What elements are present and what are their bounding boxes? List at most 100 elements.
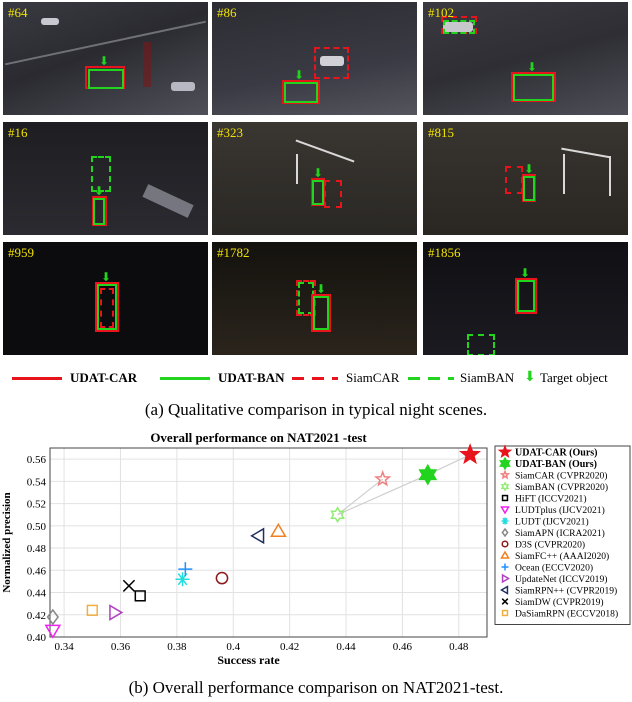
siamban-box: [443, 20, 475, 34]
legend-marker: [499, 469, 511, 480]
legend-marker: [501, 540, 509, 548]
frame-102: ⬇ #102: [423, 2, 628, 115]
y-tick-label: 0.48: [27, 543, 47, 555]
connector-line: [337, 478, 384, 516]
marker-siamcar: [373, 469, 392, 487]
legend-entry: SiamFC++ (AAAI2020): [515, 551, 609, 562]
legend-entry: UpdateNet (ICCV2019): [515, 574, 607, 585]
legend-entry: HiFT (ICCV2021): [515, 494, 587, 505]
y-tick-label: 0.52: [27, 499, 46, 511]
target-arrow-icon: ⬇: [316, 282, 327, 296]
legend-marker: [500, 506, 510, 515]
frame-label: #86: [217, 5, 237, 20]
chart-title: Overall performance on NAT2021 -test: [150, 430, 367, 445]
frame-64: ⬇ #64: [3, 2, 208, 115]
legend-entry: Ocean (ECCV2020): [515, 563, 593, 574]
udat-ban-box: [513, 74, 554, 101]
frame-1782: ⬇ #1782: [212, 242, 417, 355]
marker-d3s: [215, 571, 229, 585]
x-tick-label: 0.42: [280, 641, 299, 653]
siamcar-dash-icon: [292, 377, 338, 380]
target-arrow-icon: ⬇: [527, 60, 538, 74]
marker-hift: [134, 590, 146, 602]
legend-marker: [497, 444, 513, 459]
marker-updatenet: [109, 604, 124, 621]
legend-entry: SiamRPN++ (CVPR2019): [515, 586, 617, 597]
legend-marker: [499, 456, 511, 471]
legend-marker: [501, 609, 509, 617]
y-tick-label: 0.50: [27, 521, 47, 533]
frame-label: #64: [8, 5, 28, 20]
x-tick-label: 0.36: [111, 641, 131, 653]
siamban-box: [91, 156, 111, 192]
siamcar-box: [314, 47, 349, 79]
legend-marker: [501, 517, 509, 525]
frame-label: #959: [8, 245, 34, 260]
frame-label: #815: [428, 125, 454, 140]
x-tick-label: 0.46: [393, 641, 413, 653]
marker-dasiamrpn: [86, 604, 98, 616]
marker-udat-ban: [418, 463, 438, 486]
y-tick-label: 0.46: [27, 565, 47, 577]
frame-label: #323: [217, 125, 243, 140]
y-tick-label: 0.54: [27, 476, 47, 488]
legend-entry: UDAT-CAR (Ours): [515, 448, 598, 459]
marker-siamdw: [122, 579, 136, 592]
siamcar-box: [100, 288, 114, 328]
legend-marker: [501, 573, 510, 584]
connector-line: [337, 474, 429, 516]
frame-815: ⬇ #815: [423, 122, 628, 235]
legend-marker: [500, 585, 509, 595]
marker-ludtplus: [44, 624, 62, 639]
udat-car-box: [282, 80, 320, 104]
udat-car-line-icon: [12, 377, 62, 380]
y-axis-label: Normalized precision: [1, 492, 13, 592]
frame-label: #1856: [428, 245, 461, 260]
legend-marker: [500, 481, 510, 492]
target-arrow-icon: ⬇: [94, 184, 105, 198]
marker-udat-car: [459, 443, 482, 465]
udat-ban-box: [523, 176, 535, 201]
target-arrow-icon: ⬇: [294, 68, 305, 82]
target-arrow-icon: ⬇: [101, 270, 112, 284]
legend-entry: D3S (CVPR2020): [515, 540, 585, 551]
marker-siamfc++: [270, 522, 287, 538]
udat-ban-box: [284, 82, 318, 103]
caption-a: (a) Qualitative comparison in typical ni…: [144, 400, 488, 419]
target-legend-label: Target object: [540, 370, 608, 385]
siamcar-legend-label: SiamCAR: [346, 370, 400, 385]
frame-16: ⬇ #16: [3, 122, 208, 235]
frame-323: ⬇ #323: [212, 122, 417, 235]
legend-entry: SiamBAN (CVPR2020): [515, 482, 608, 493]
marker-siamapn: [46, 608, 60, 626]
udat-car-box: [515, 278, 537, 314]
legend-entry: UDAT-BAN (Ours): [515, 459, 597, 470]
legend-entry: SiamCAR (CVPR2020): [515, 471, 608, 482]
x-axis-label: Success rate: [217, 653, 280, 667]
legend-marker: [501, 527, 509, 538]
siamban-legend-label: SiamBAN: [460, 370, 515, 385]
target-arrow-icon: ⬇: [99, 54, 110, 68]
qualitative-legend: UDAT-CAR UDAT-BAN SiamCAR SiamBAN ⬇ Targ…: [8, 368, 628, 388]
performance-scatter-chart: 0.34 0.36 0.38 0.4 0.42 0.44 0.46 0.48 0.40 0.42 0…: [1, 430, 631, 667]
siamban-box: [467, 334, 495, 355]
udat-ban-box: [517, 280, 535, 312]
udat-car-box: [511, 72, 556, 102]
target-arrow-icon: ⬇: [520, 266, 531, 280]
marker-siamrpn++: [250, 527, 265, 545]
target-arrow-legend-icon: ⬇: [524, 370, 536, 385]
x-tick-label: 0.34: [54, 641, 74, 653]
udat-car-legend-label: UDAT-CAR: [70, 370, 138, 385]
marker-ocean: [178, 562, 193, 577]
y-tick-label: 0.56: [27, 454, 47, 466]
frame-959: ⬇ #959: [3, 242, 208, 355]
y-tick-label: 0.42: [27, 610, 46, 622]
x-tick-label: 0.4: [226, 641, 240, 653]
frame-label: #16: [8, 125, 28, 140]
udat-ban-legend-label: UDAT-BAN: [218, 370, 285, 385]
marker-siamban: [330, 506, 345, 524]
udat-ban-box: [88, 69, 124, 89]
target-arrow-icon: ⬇: [524, 162, 535, 176]
target-arrow-icon: ⬇: [313, 166, 324, 180]
legend-entry: DaSiamRPN (ECCV2018): [515, 609, 618, 620]
